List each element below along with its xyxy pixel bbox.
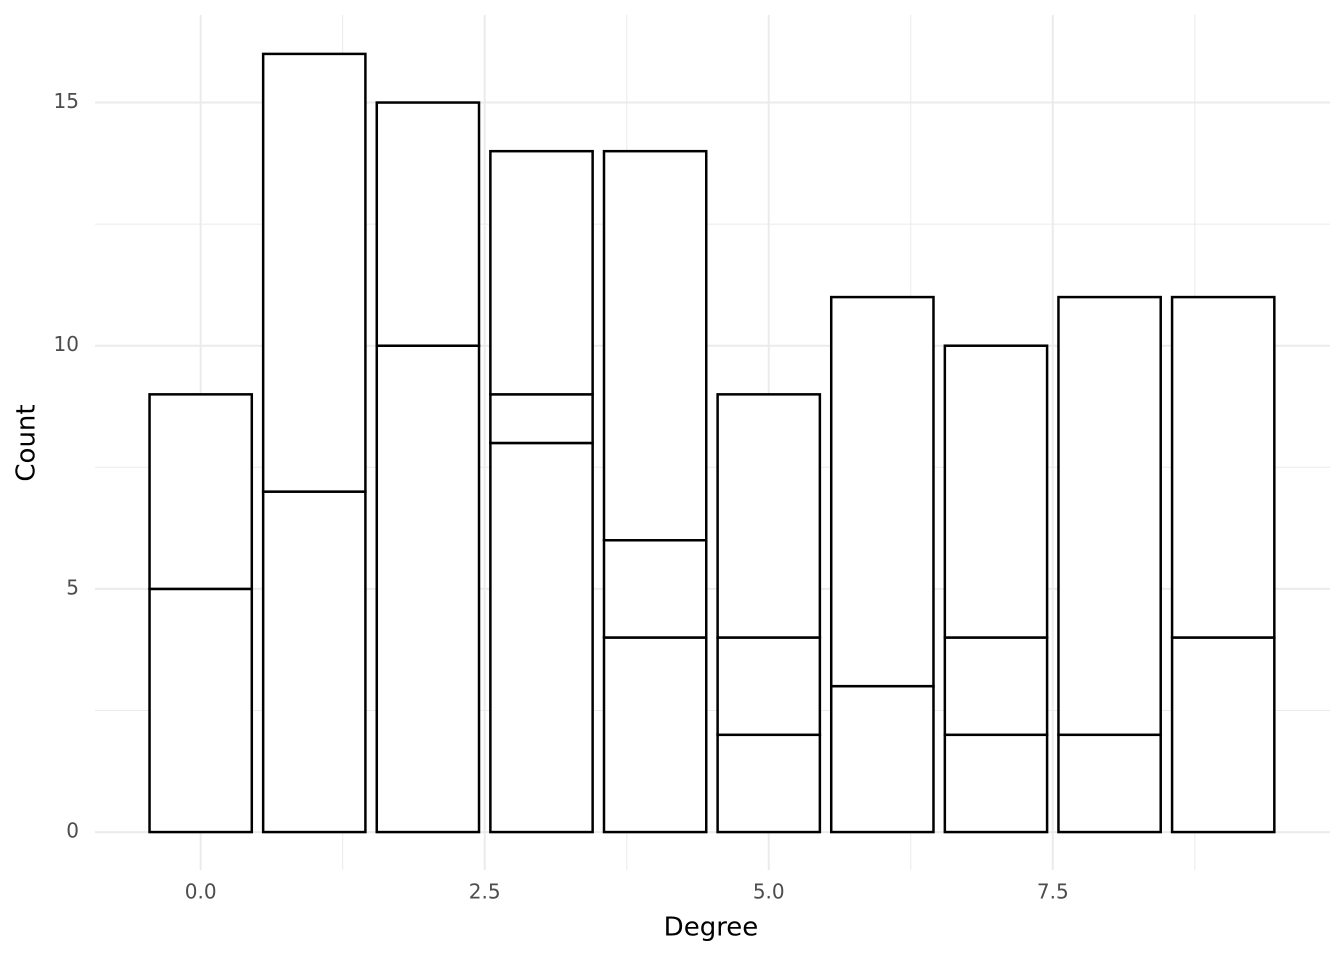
bar-segment bbox=[943, 344, 1049, 639]
x-axis-title: Degree bbox=[664, 913, 759, 943]
x-tick-label: 7.5 bbox=[1037, 880, 1069, 904]
bar-segment bbox=[1057, 733, 1162, 834]
bar-segment bbox=[148, 587, 254, 834]
bar-segment bbox=[716, 393, 822, 639]
y-axis-title: Count bbox=[12, 404, 42, 481]
y-tick-label: 0 bbox=[66, 819, 79, 843]
bar-segment bbox=[1057, 295, 1162, 737]
x-tick-label: 2.5 bbox=[469, 880, 501, 904]
bar-segment bbox=[375, 344, 481, 834]
bar-segment bbox=[148, 393, 254, 591]
bar-segment bbox=[1170, 636, 1276, 834]
bar-segment bbox=[261, 52, 367, 493]
bar-segment bbox=[602, 636, 708, 834]
bar-segment bbox=[489, 149, 594, 396]
bar-segment bbox=[943, 636, 1049, 737]
y-tick-label: 10 bbox=[54, 332, 79, 356]
y-tick-label: 15 bbox=[54, 89, 79, 113]
bar-segment bbox=[1170, 295, 1276, 639]
bar-segment bbox=[489, 441, 594, 834]
bar-segment bbox=[602, 149, 708, 542]
bar-segment bbox=[489, 393, 594, 445]
x-tick-label: 0.0 bbox=[185, 880, 217, 904]
y-tick-label: 5 bbox=[66, 575, 79, 599]
bar-segment bbox=[716, 636, 822, 737]
x-tick-label: 5.0 bbox=[753, 880, 785, 904]
bar-segment bbox=[716, 733, 822, 834]
bar-segment bbox=[375, 101, 481, 347]
bar-segment bbox=[261, 490, 367, 834]
bar-segment bbox=[829, 684, 935, 834]
bar-segment bbox=[943, 733, 1049, 834]
bar-segment bbox=[602, 539, 708, 639]
bar-segment bbox=[829, 295, 935, 688]
